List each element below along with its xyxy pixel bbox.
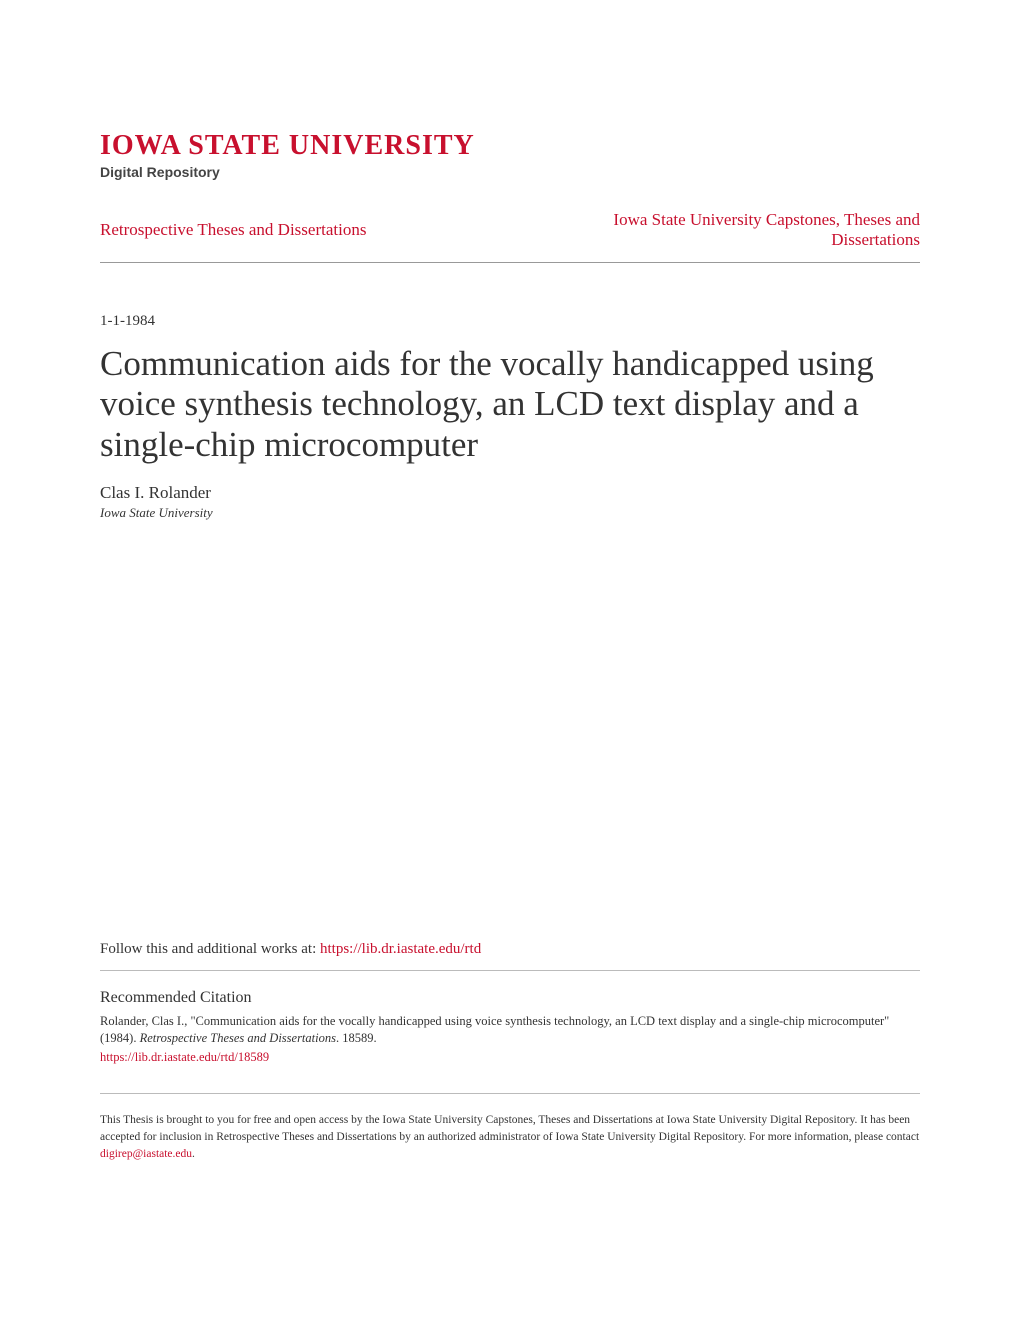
access-statement: This Thesis is brought to you for free a… <box>100 1112 920 1164</box>
citation-part2: . 18589. <box>336 1031 377 1045</box>
citation-url-link[interactable]: https://lib.dr.iastate.edu/rtd/18589 <box>100 1050 920 1094</box>
collection-link-left[interactable]: Retrospective Theses and Dissertations <box>100 220 366 240</box>
author-affiliation: Iowa State University <box>100 505 920 521</box>
footer-text-part2: . <box>192 1148 195 1160</box>
follow-url-link[interactable]: https://lib.dr.iastate.edu/rtd <box>320 941 481 957</box>
citation-heading: Recommended Citation <box>100 989 920 1007</box>
contact-email-link[interactable]: digirep@iastate.edu <box>100 1148 192 1160</box>
paper-title: Communication aids for the vocally handi… <box>100 344 920 465</box>
content-spacer <box>100 521 920 941</box>
follow-works-line: Follow this and additional works at: htt… <box>100 941 920 971</box>
author-name: Clas I. Rolander <box>100 483 920 503</box>
footer-text-part1: This Thesis is brought to you for free a… <box>100 1114 919 1143</box>
repository-subtitle: Digital Repository <box>100 164 920 180</box>
institution-logo-block: Iowa State University Digital Repository <box>100 130 920 180</box>
publication-date: 1-1-1984 <box>100 313 920 330</box>
collection-breadcrumb: Retrospective Theses and Dissertations I… <box>100 210 920 263</box>
collection-link-right[interactable]: Iowa State University Capstones, Theses … <box>580 210 920 250</box>
university-name: Iowa State University <box>100 130 920 162</box>
follow-prefix: Follow this and additional works at: <box>100 941 320 957</box>
citation-text: Rolander, Clas I., "Communication aids f… <box>100 1013 920 1048</box>
citation-series-title: Retrospective Theses and Dissertations <box>140 1031 336 1045</box>
